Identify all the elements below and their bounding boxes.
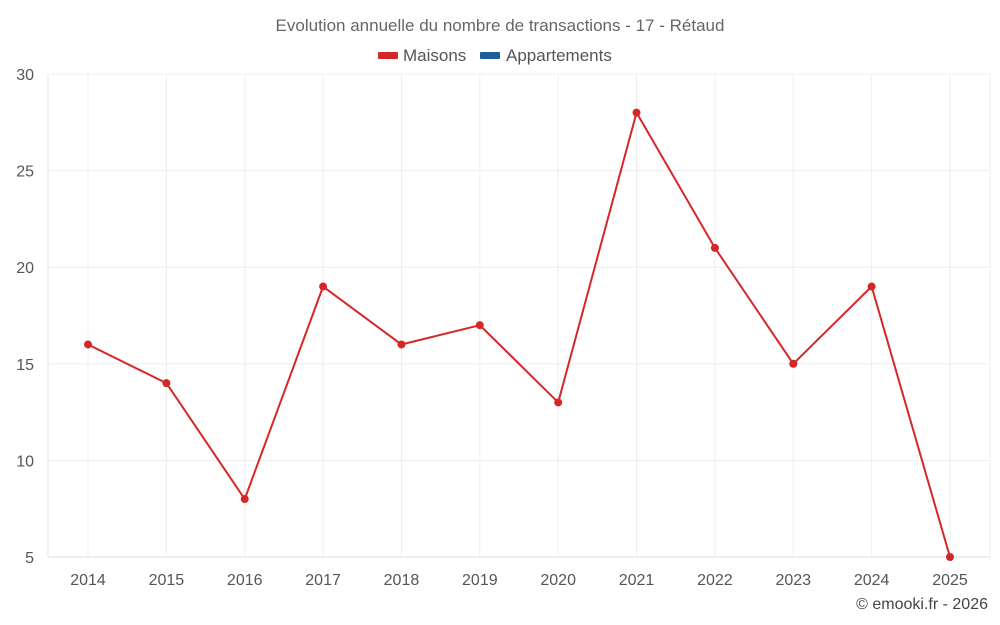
y-axis: 5 10 15 20 25 30	[16, 67, 34, 567]
series	[84, 108, 954, 561]
data-point[interactable]	[475, 321, 484, 330]
data-point[interactable]	[240, 495, 249, 504]
y-tick-label: 5	[25, 550, 34, 567]
x-tick-label: 2024	[854, 572, 890, 589]
x-tick-label: 2022	[697, 572, 733, 589]
data-point[interactable]	[946, 553, 954, 561]
x-tick-label: 2015	[149, 572, 185, 589]
data-point[interactable]	[867, 282, 876, 291]
y-tick-label: 10	[16, 453, 34, 470]
y-tick-label: 20	[16, 260, 34, 277]
data-point[interactable]	[632, 108, 641, 117]
x-tick-label: 2020	[540, 572, 576, 589]
data-point[interactable]	[319, 282, 328, 291]
data-point[interactable]	[397, 340, 406, 349]
x-tick-label: 2019	[462, 572, 498, 589]
legend-item-appartements[interactable]: Appartements	[480, 46, 612, 65]
credit-text: © emooki.fr - 2026	[856, 596, 988, 613]
chart-title: Evolution annuelle du nombre de transact…	[276, 16, 725, 35]
series-line-maisons	[87, 111, 951, 558]
x-tick-label: 2016	[227, 572, 263, 589]
grid	[47, 73, 991, 558]
legend-swatch-maisons	[378, 52, 398, 59]
data-point[interactable]	[789, 359, 798, 368]
x-tick-label: 2025	[932, 572, 968, 589]
y-tick-label: 25	[16, 164, 34, 181]
data-point[interactable]	[162, 379, 171, 388]
legend-label-appartements: Appartements	[506, 46, 612, 65]
x-tick-label: 2023	[775, 572, 811, 589]
legend-item-maisons[interactable]: Maisons	[378, 46, 466, 65]
data-point[interactable]	[554, 398, 563, 407]
legend-label-maisons: Maisons	[403, 46, 466, 65]
legend: Maisons Appartements	[378, 46, 612, 65]
x-tick-label: 2018	[384, 572, 420, 589]
x-tick-label: 2014	[70, 572, 106, 589]
data-point[interactable]	[710, 243, 719, 252]
x-axis: 2014 2015 2016 2017 2018 2019 2020 2021 2022 2023…	[70, 572, 968, 589]
legend-swatch-appartements	[480, 52, 500, 59]
x-tick-label: 2021	[619, 572, 655, 589]
data-point[interactable]	[84, 340, 92, 349]
x-tick-label: 2017	[305, 572, 341, 589]
y-tick-label: 15	[16, 357, 34, 374]
y-tick-label: 30	[16, 67, 34, 84]
